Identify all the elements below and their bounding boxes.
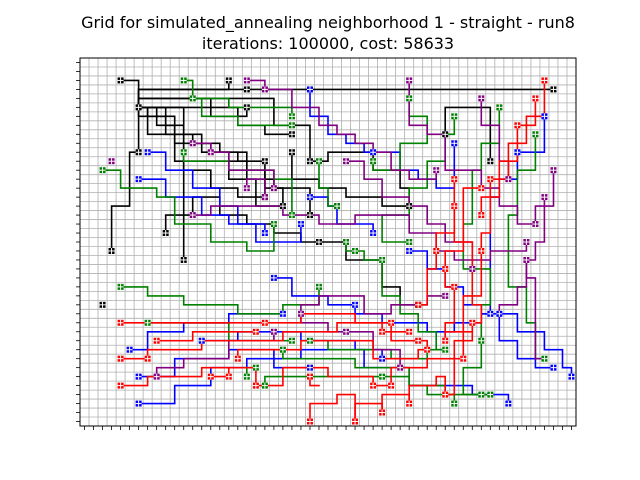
net-path-blue: [498, 312, 573, 378]
net-path-black: [137, 88, 555, 109]
net-path-purple: [345, 160, 528, 261]
net-path-red: [255, 366, 374, 387]
net-path-purple: [264, 88, 438, 180]
net-path-black: [137, 106, 185, 261]
net-path-purple: [525, 196, 546, 261]
net-path-red: [417, 250, 438, 306]
net-path-red: [354, 402, 383, 423]
net-path-red: [516, 97, 537, 127]
net-path-green: [191, 97, 293, 127]
net-path-red: [237, 339, 429, 360]
net-path-red: [417, 339, 429, 351]
net-path-black: [291, 151, 411, 207]
chart-title: Grid for simulated_annealing neighborhoo…: [81, 13, 575, 33]
net-path-red: [309, 393, 356, 423]
net-path-red: [444, 187, 483, 270]
net-path-black: [264, 160, 311, 216]
net-path-red: [119, 366, 230, 387]
net-path-red: [462, 250, 483, 360]
net-path-red: [444, 357, 465, 396]
net-path-green: [282, 348, 456, 405]
net-path-black: [110, 106, 140, 252]
net-path-purple: [246, 79, 266, 91]
chart-subtitle: iterations: 100000, cost: 58633: [202, 34, 454, 53]
net-path-purple: [498, 259, 528, 315]
net-path-purple: [525, 259, 546, 360]
net-path-purple: [408, 79, 537, 225]
axis-ticks: [76, 62, 572, 430]
net-path-green: [372, 97, 429, 171]
net-path-purple: [210, 151, 275, 189]
net-path-red: [408, 375, 447, 405]
net-paths: [101, 79, 573, 423]
net-path-purple: [191, 142, 212, 153]
net-path-green: [462, 106, 501, 342]
net-path-purple: [191, 205, 474, 270]
net-path-blue: [498, 312, 555, 369]
net-path-blue: [137, 178, 302, 243]
net-terminals: [99, 77, 575, 425]
net-path-red: [146, 321, 392, 360]
net-path-green: [462, 339, 483, 396]
net-path-purple: [246, 178, 266, 198]
net-path-blue: [273, 277, 501, 333]
net-path-green: [119, 286, 320, 315]
net-path-red: [155, 330, 257, 342]
plot-frame: [79, 57, 577, 427]
net-path-red: [480, 178, 492, 252]
net-path-black: [137, 106, 266, 198]
net-path-red: [228, 366, 257, 387]
net-path-green: [101, 169, 275, 252]
net-path-red: [453, 205, 483, 324]
net-path-red: [390, 321, 420, 342]
net-path-green: [381, 259, 447, 351]
net-path-red: [390, 321, 474, 387]
net-path-green: [318, 160, 338, 207]
net-path-blue: [128, 312, 284, 351]
net-path-green: [354, 250, 383, 261]
net-path-black: [444, 106, 492, 162]
